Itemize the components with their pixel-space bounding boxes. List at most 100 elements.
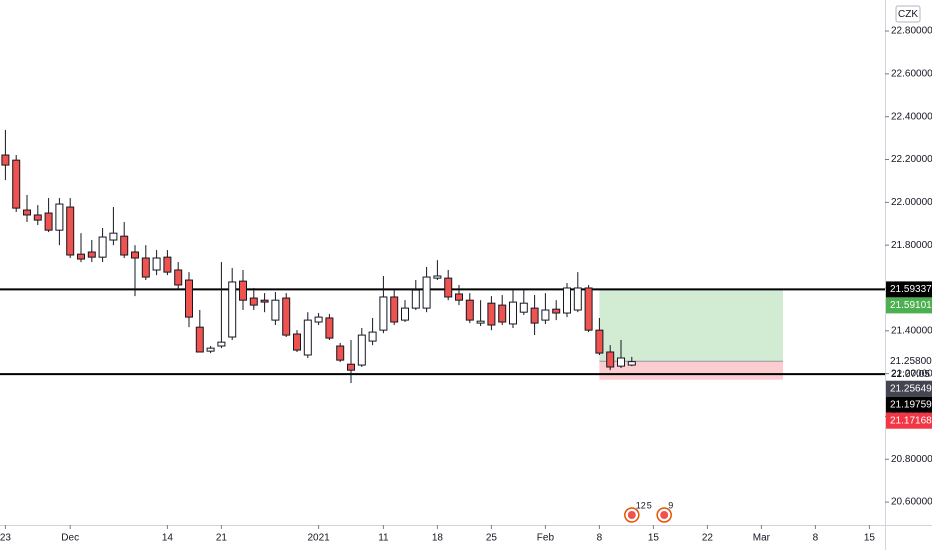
candle-body — [390, 296, 399, 323]
candle-body — [357, 334, 366, 366]
candle-body — [519, 302, 528, 313]
x-tick-label: Dec — [61, 533, 79, 544]
candle-body — [336, 345, 345, 361]
y-tick-label: 20.800000 — [891, 454, 932, 465]
candle-body — [422, 276, 431, 309]
y-tick-label: 22.600000 — [891, 69, 932, 80]
candle-body — [465, 299, 474, 321]
price-badge-label: 21.256490 — [890, 383, 932, 394]
x-tick-label: 21 — [216, 533, 228, 544]
candle-body — [314, 316, 323, 323]
price-badge-label: 21.593370 — [890, 284, 932, 295]
candle-body — [55, 203, 64, 231]
price-badge — [886, 281, 932, 298]
candle-body — [401, 307, 409, 321]
candle-body — [1, 154, 10, 166]
candle-body — [23, 209, 31, 216]
candle-body — [476, 320, 485, 324]
candle-body — [249, 297, 258, 306]
candle-body — [174, 269, 183, 286]
price-badge-label: 21.197594 — [890, 399, 932, 410]
candle-body — [368, 331, 377, 342]
candle-body — [444, 277, 453, 298]
candle-body — [563, 287, 571, 314]
x-tick-label: 22 — [702, 533, 714, 544]
candle-body — [282, 297, 291, 336]
event-label: 12 — [636, 500, 646, 510]
y-tick-label: 21.200000 — [891, 368, 932, 379]
x-tick-label: 15 — [648, 533, 660, 544]
candle-body — [595, 329, 604, 354]
candle-body — [152, 257, 161, 271]
candle-body — [109, 232, 118, 241]
candle-body — [541, 309, 550, 321]
candle-body — [455, 293, 463, 301]
price-badge-label: 21.171681 — [890, 415, 932, 426]
candle-body — [617, 357, 625, 367]
candle-body — [87, 251, 96, 258]
candle-body — [77, 253, 85, 260]
x-tick-label: 23 — [0, 533, 11, 544]
y-tick-label: 22.200000 — [891, 154, 932, 165]
y-tick-label: 22.800000 — [891, 26, 932, 37]
currency: CZK — [898, 9, 918, 20]
candle-body — [552, 308, 561, 314]
loss-zone — [599, 361, 783, 380]
price-badge — [886, 412, 932, 429]
price-badge — [886, 297, 932, 314]
candle-body — [141, 257, 150, 278]
candle-body — [98, 236, 107, 258]
candle-body — [325, 317, 334, 339]
candle-body — [433, 275, 442, 279]
x-tick-label: 2021 — [307, 533, 330, 544]
profit-zone — [599, 289, 783, 362]
candle-body — [584, 287, 593, 331]
x-tick-label: 15 — [864, 533, 876, 544]
candle-body — [206, 347, 215, 352]
candle-body — [271, 299, 280, 321]
candle-body — [303, 319, 312, 356]
candle-body — [573, 287, 582, 311]
candle-body — [606, 351, 615, 368]
x-tick-label: Feb — [537, 533, 555, 544]
candle-body — [509, 301, 517, 325]
candle-body — [498, 304, 507, 323]
candle-body — [347, 363, 355, 371]
candle-body — [530, 307, 539, 324]
event-flag — [660, 511, 669, 519]
countdown: 22:07:05 — [891, 369, 930, 380]
price-badge-label: 21.258000 — [890, 356, 932, 367]
x-tick-label: 25 — [486, 533, 498, 544]
candle-body — [487, 302, 496, 326]
y-tick-label: 20.600000 — [891, 497, 932, 508]
candle-body — [293, 333, 301, 351]
candle-body — [260, 299, 269, 303]
candle-body — [44, 212, 53, 231]
candle-body — [217, 341, 226, 347]
candle-body — [627, 361, 636, 366]
candle-body — [120, 235, 129, 256]
candle-body — [195, 326, 204, 353]
candle-body — [131, 251, 139, 259]
candle-body — [163, 256, 172, 273]
x-tick-label: 14 — [162, 533, 174, 544]
y-tick-label: 21.400000 — [891, 325, 932, 336]
candle-body — [239, 280, 247, 301]
x-tick-label: Mar — [753, 533, 771, 544]
price-badge — [886, 380, 932, 397]
y-tick-label: 22.400000 — [891, 111, 932, 122]
x-tick-label: 8 — [813, 533, 819, 544]
x-tick-label: 11 — [378, 533, 389, 544]
candle-body — [12, 159, 21, 209]
event-label: 9 — [668, 500, 673, 510]
x-tick-label: 8 — [597, 533, 603, 544]
candle-body — [411, 289, 420, 309]
event-label: 5 — [647, 500, 652, 510]
currency-box[interactable] — [895, 5, 921, 23]
price-badge — [886, 396, 932, 413]
candle-body — [33, 214, 42, 221]
candle-body — [66, 206, 75, 256]
x-tick-label: 18 — [432, 533, 444, 544]
